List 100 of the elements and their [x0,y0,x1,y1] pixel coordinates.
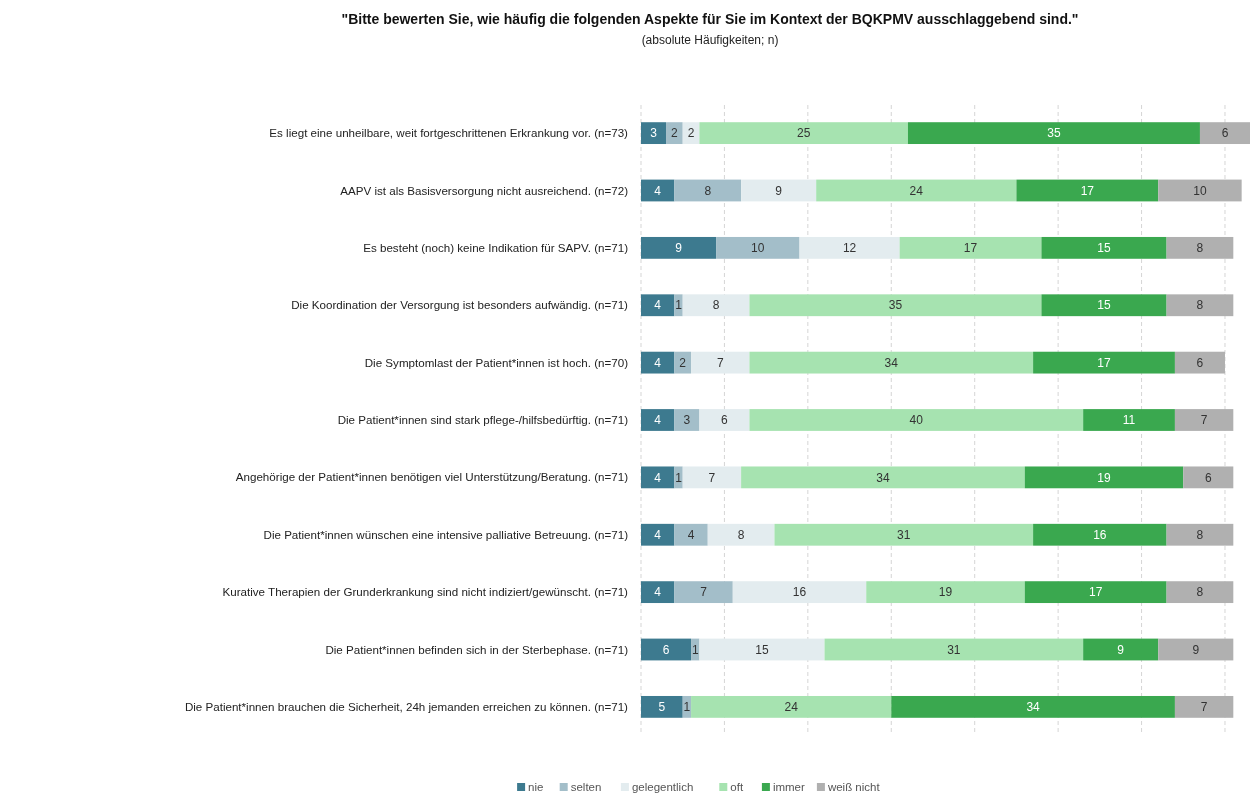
bar [749,294,1042,317]
bar [816,179,1017,202]
data-label: 4 [654,183,662,198]
data-label: 17 [1088,585,1103,600]
bar [666,122,683,145]
data-label: 3 [650,126,658,141]
y-tick-label: Die Symptomlast der Patient*innen ist hoch. (n=70) [364,355,629,369]
bar [641,466,675,489]
bar [699,409,750,431]
bar [682,294,750,317]
bar [732,581,867,604]
y-tick-label: Die Koordination der Versorgung ist besonders aufwändig. (n=71) [291,298,629,312]
data-label: 35 [1047,126,1061,141]
data-label: 4 [654,413,662,428]
bar [641,122,667,145]
y-tick-label: AAPV ist als Basisversorgung nicht ausreichend. (n=72) [340,183,629,197]
bar [674,581,733,604]
data-label: 8 [1196,298,1204,313]
data-label: 31 [947,642,961,657]
bar [674,351,692,374]
y-tick-label: Kurative Therapien der Grunderkrankung sind nicht indiziert/gewünscht. (n=71) [222,585,629,599]
data-label: 19 [938,585,953,600]
data-label: 25 [797,126,811,141]
data-label: 16 [1093,527,1107,542]
data-label: 40 [909,413,924,428]
bar [1033,351,1175,374]
bar [1166,236,1234,259]
bar [674,294,683,317]
data-label: 1 [683,700,691,715]
data-label: 8 [1196,527,1204,542]
data-label: 3 [683,413,691,428]
y-tick-label: Es liegt eine unheilbare, weit fortgeschrittenen Erkrankung vor. (n=73) [269,126,629,140]
bar [866,581,1025,604]
bar [1083,409,1175,431]
data-label: 8 [1196,241,1204,256]
data-label: 19 [1097,470,1111,485]
bar [641,409,675,431]
bar [741,466,1025,489]
data-label: 10 [1193,183,1207,198]
bar [1041,236,1167,259]
data-label: 7 [700,585,708,600]
bar [691,351,750,374]
chart-subtitle: (absolute Häufigkeiten; n) [641,33,779,47]
data-label: 10 [751,241,765,256]
legend-label: selten [570,781,602,794]
bar [674,523,708,546]
bar [1166,294,1234,317]
bar [1166,581,1234,604]
data-label: 15 [1097,241,1111,256]
data-label: 8 [737,527,745,542]
data-label: 9 [675,241,683,256]
data-label: 6 [1221,126,1229,141]
bar [1166,523,1234,546]
data-label: 6 [662,642,670,657]
data-label: 15 [755,642,769,657]
bar [824,638,1084,661]
bar [641,236,717,259]
legend-label: nie [528,781,544,794]
bar [707,523,775,546]
bar [1083,638,1159,661]
bar [899,236,1042,259]
data-label: 2 [687,126,695,141]
data-label: 17 [1080,183,1095,198]
bar [641,294,675,317]
bar [1041,294,1167,317]
data-label: 34 [1026,700,1041,715]
data-label: 4 [687,527,695,542]
bar [1024,466,1184,489]
data-label: 4 [654,355,662,370]
bar [641,523,675,546]
bar [1174,695,1234,718]
y-tick-label: Die Patient*innen wünschen eine intensive palliative Betreuung. (n=71) [263,527,629,541]
data-label: 4 [654,585,662,600]
y-tick-label: Die Patient*innen brauchen die Sicherheit, 24h jemanden erreichen zu können. (n=71) [184,699,629,713]
y-tick-label: Angehörige der Patient*innen benötigen viel Unterstützung/Beratung. (n=71) [235,470,629,484]
bar [674,409,700,431]
data-label: 7 [716,355,724,370]
bar [674,179,742,202]
bar [749,351,1034,374]
bar [1199,122,1250,145]
bar [691,695,892,718]
data-label: 8 [1196,585,1204,600]
data-label: 15 [1097,298,1111,313]
data-label: 2 [671,126,679,141]
bar [1174,351,1225,374]
data-label: 11 [1122,413,1136,428]
bar [907,122,1200,145]
y-tick-label: Die Patient*innen befinden sich in der Sterbephase. (n=71) [325,642,629,656]
y-tick-label: Es besteht (noch) keine Indikation für SAPV. (n=71) [363,240,629,254]
bar [641,695,683,718]
chart-title: "Bitte bewerten Sie, wie häufig die folgenden Aspekte für Sie im Kontext der BQKPMV ausschlaggebend sind." [341,11,1079,27]
data-label: 6 [1204,470,1212,485]
bar [699,122,908,145]
bar [1024,581,1167,604]
data-label: 4 [654,470,662,485]
data-label: 4 [654,527,662,542]
data-label: 24 [784,700,799,715]
data-label: 5 [658,700,666,715]
bar [799,236,900,259]
bar [741,179,817,202]
